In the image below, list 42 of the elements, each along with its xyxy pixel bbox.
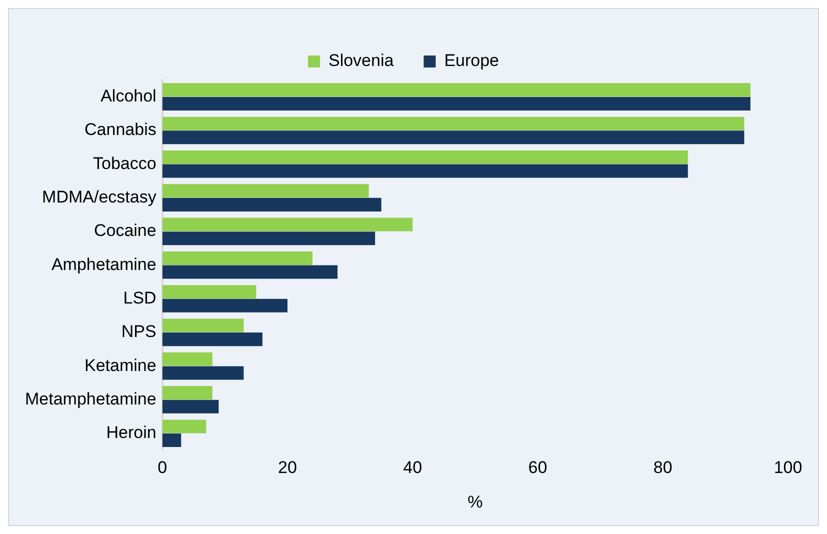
x-tick-label: 40 <box>403 458 422 478</box>
y-tick-label: Ketamine <box>84 356 156 375</box>
y-tick-label: NPS <box>121 322 156 342</box>
bar <box>162 251 312 265</box>
y-tick-label: MDMA/ecstasy <box>42 187 157 206</box>
bar <box>162 386 212 400</box>
bar <box>162 420 206 434</box>
y-tick-label: Heroin <box>106 423 156 442</box>
bar <box>162 366 244 380</box>
bar <box>162 150 688 164</box>
bar <box>162 164 688 178</box>
y-tick-label: Cannabis <box>84 120 156 140</box>
y-tick-label: Alcohol <box>100 86 156 106</box>
legend-label: Europe <box>444 51 500 70</box>
x-tick-label: 100 <box>774 458 802 478</box>
bar <box>162 332 262 346</box>
bar <box>162 198 382 212</box>
bar <box>162 400 219 414</box>
x-axis-title: % <box>468 492 483 512</box>
bar <box>162 265 338 279</box>
y-tick-label: Metamphetamine <box>25 389 156 408</box>
bar <box>162 184 369 198</box>
bar <box>162 83 750 97</box>
x-tick-label: 20 <box>278 458 297 478</box>
x-tick-label: 0 <box>158 458 168 478</box>
bar <box>162 130 744 144</box>
bar <box>162 285 256 299</box>
bar <box>162 96 750 110</box>
y-tick-label: LSD <box>123 288 156 308</box>
bar <box>162 218 413 232</box>
bar <box>162 298 288 312</box>
y-tick-label: Cocaine <box>94 221 156 240</box>
bar <box>162 116 744 130</box>
bar <box>162 232 376 246</box>
y-tick-label: Amphetamine <box>51 254 156 274</box>
x-tick-label: 80 <box>653 458 672 478</box>
legend-label: Slovenia <box>328 51 394 70</box>
x-tick-label: 60 <box>528 458 548 478</box>
bar <box>162 318 244 332</box>
bar <box>162 434 182 448</box>
y-tick-label: Tobacco <box>93 154 156 173</box>
bar <box>162 352 212 366</box>
